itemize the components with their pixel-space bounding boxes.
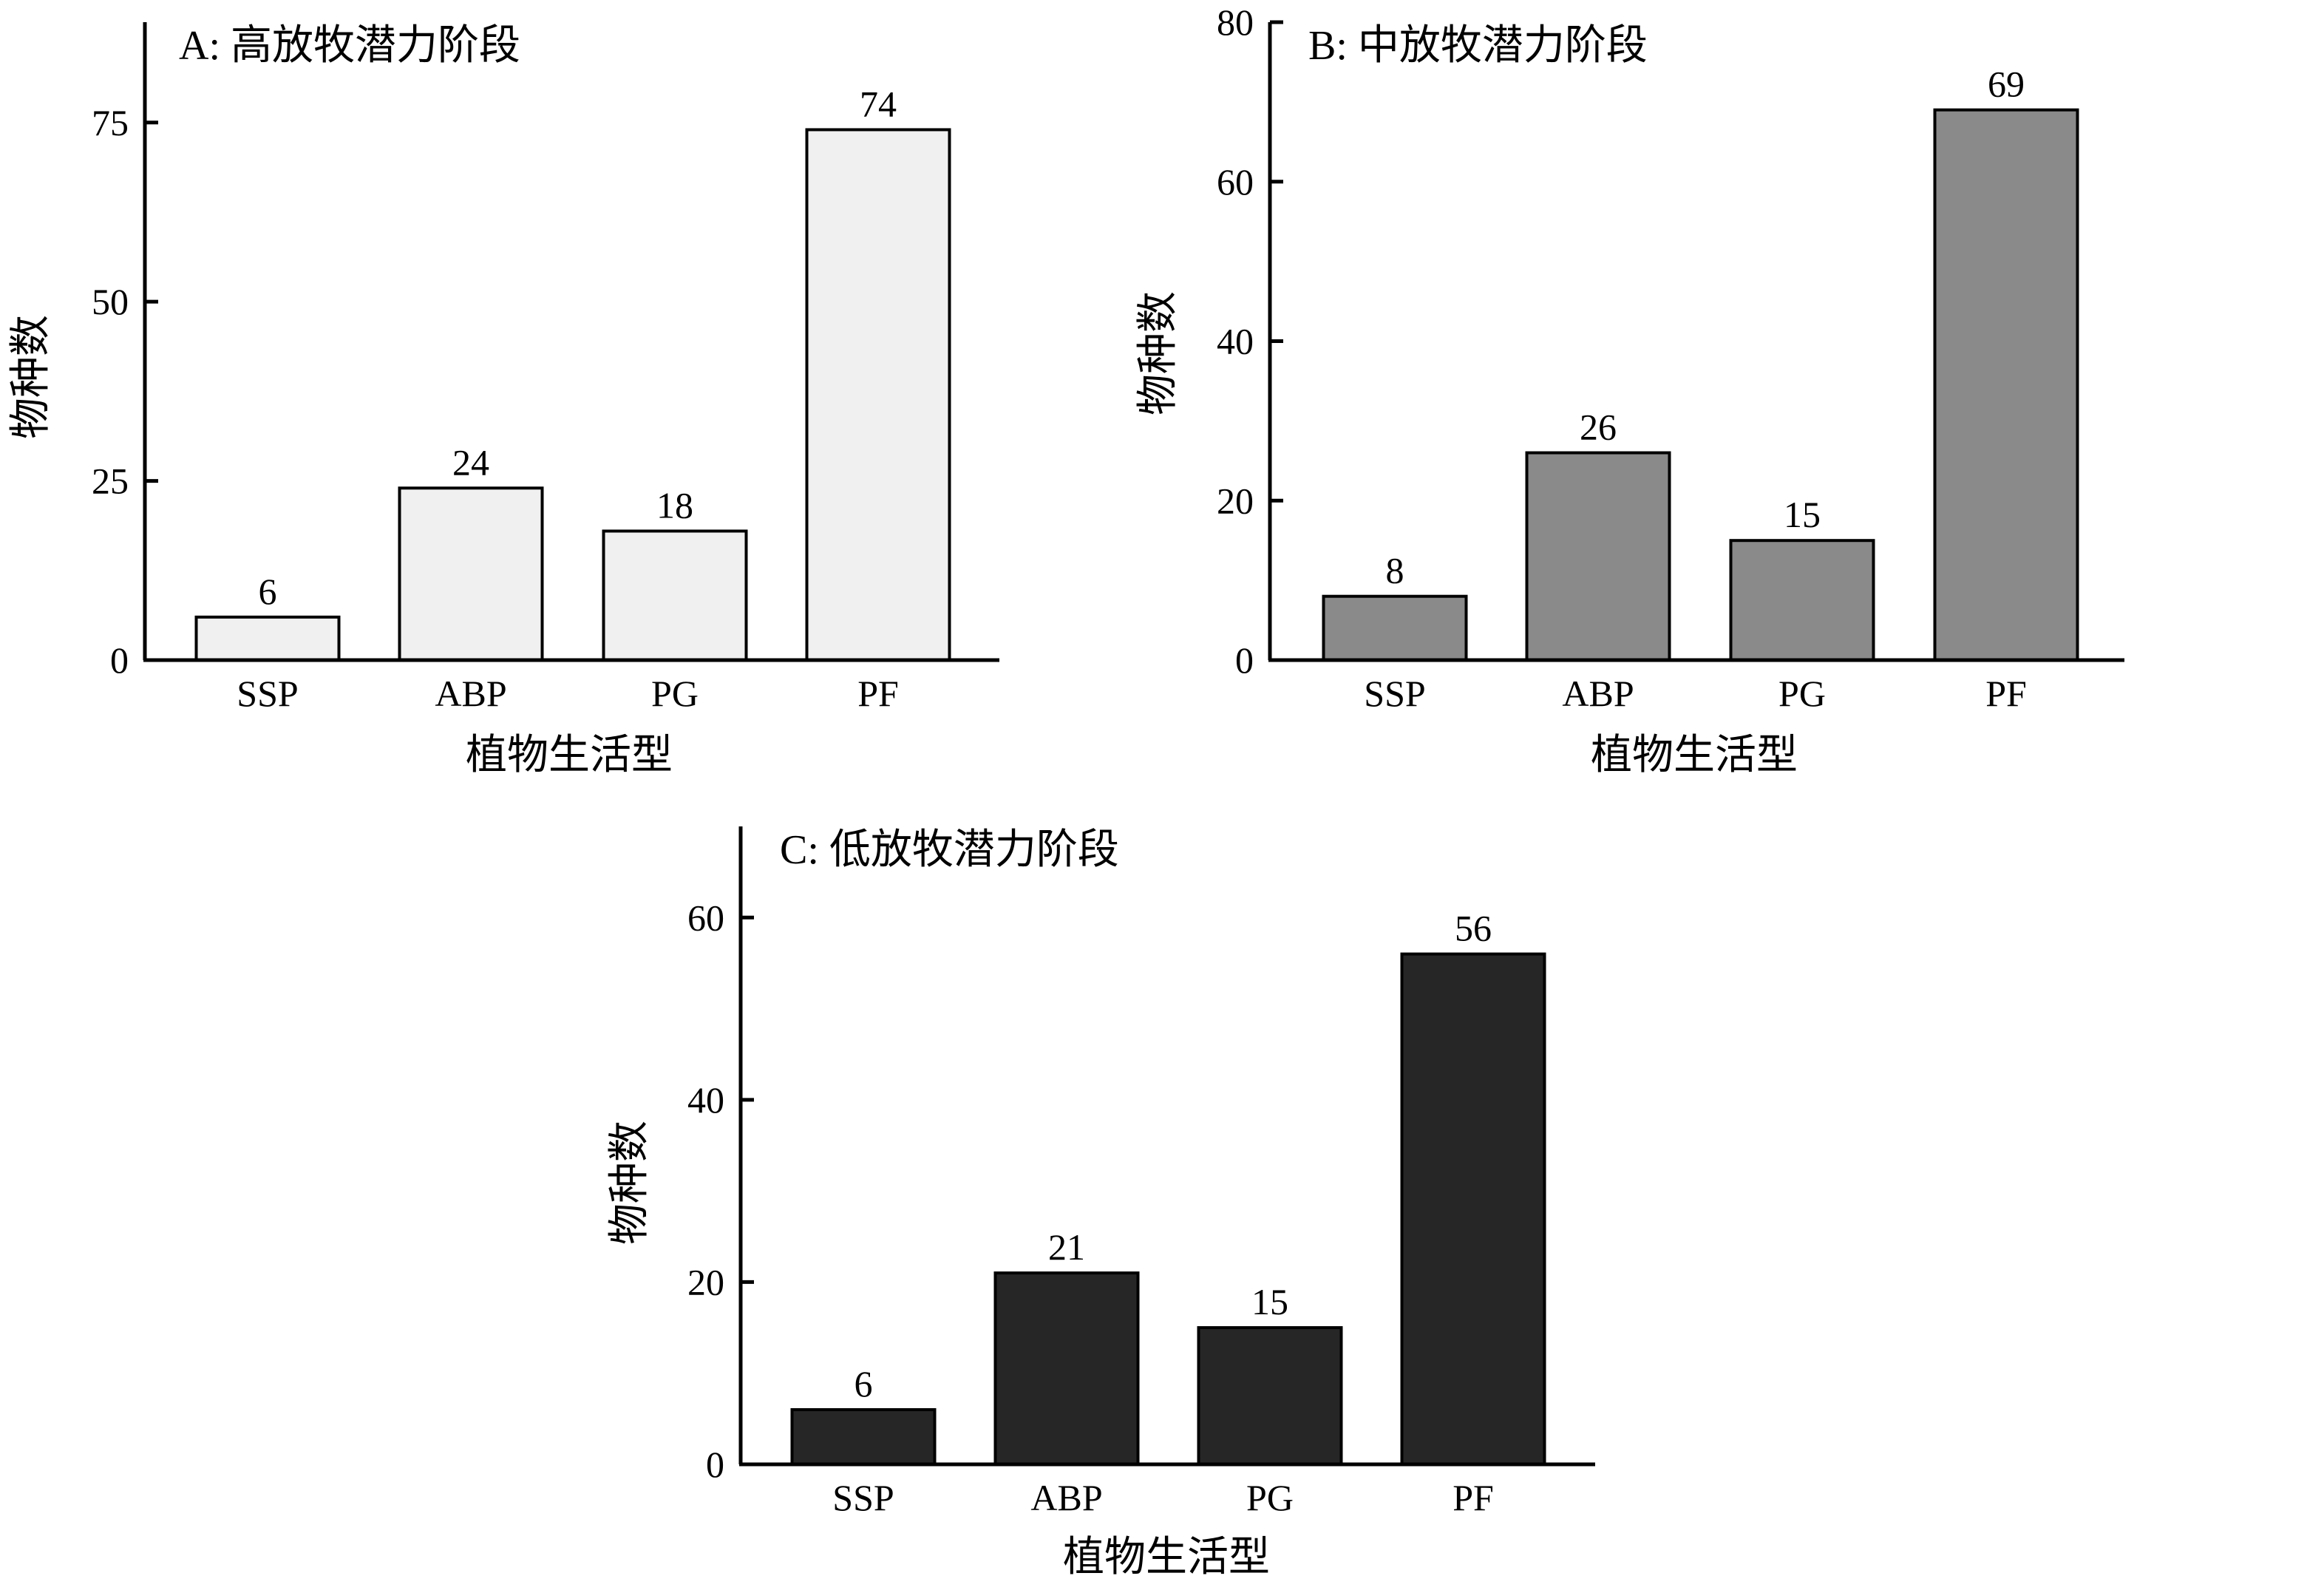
panel-a-y-axis-title: 物种数 [8,315,54,439]
panel-a-bar-pg [602,529,748,662]
panel-b: 8 SSP 26 ABP 15 PG 69 PF 0 20 40 60 80 B: 中放牧潜力阶段植物生活… [1135,1,2124,778]
panel-c-bar-ssp [790,1408,937,1466]
panel-b-y-tick-label-20: 20 [1217,480,1254,521]
panel-b-title: B: 中放牧潜力阶段 [1308,23,1648,69]
panel-b-y-tick-label-40: 40 [1217,321,1254,362]
panel-a-bar-abp [398,486,544,662]
panel-c-x-tick-label-pg: PG [1246,1477,1294,1518]
panel-a-data-label-ssp: 6 [259,571,277,612]
panel-a-x-tick-label-pf: PF [857,673,899,714]
panel-b-bar-pf [1933,108,2079,662]
panel-c-x-tick-label-ssp: SSP [832,1477,894,1518]
panel-b-bar-pg [1729,539,1875,662]
panel-b-bar-ssp [1322,594,1468,662]
panel-a-bar-ssp [194,615,341,662]
panel-c-y-tick-label-0: 0 [706,1444,724,1485]
panel-c-bar-pf [1400,952,1546,1466]
panel-c-y-tick-label-60: 60 [687,897,724,938]
panel-a-y-tick-label-25: 25 [92,461,129,502]
panel-b-data-label-pg: 15 [1784,494,1821,535]
panel-a-y-tick-label-75: 75 [92,102,129,143]
panel-c-x-tick-label-abp: ABP [1030,1477,1102,1518]
panel-c-data-label-pg: 15 [1251,1281,1288,1322]
panel-b-y-axis-title: 物种数 [1135,291,1181,415]
panel-b-y-tick-label-60: 60 [1217,161,1254,203]
panel-a-data-label-abp: 24 [452,441,489,483]
panel-c-y-tick-label-40: 40 [687,1079,724,1121]
panel-a-bar-pf [805,128,951,662]
panel-a-data-label-pg: 18 [656,484,693,526]
panel-b-data-label-ssp: 8 [1386,550,1404,591]
panel-b-data-label-abp: 26 [1580,407,1617,448]
panel-a-x-tick-label-abp: ABP [435,673,506,714]
panel-a-x-tick-label-ssp: SSP [237,673,298,714]
panel-b-bar-abp [1525,451,1671,662]
panel-b-x-tick-label-ssp: SSP [1364,673,1425,714]
panel-a-y-tick-label-0: 0 [110,639,129,681]
panel-c-bar-abp [993,1271,1140,1466]
panel-b-data-label-pf: 69 [1988,64,2025,105]
panel-c-data-label-ssp: 6 [854,1363,873,1404]
panel-b-x-tick-label-pf: PF [1985,673,2027,714]
panel-c-x-tick-label-pf: PF [1452,1477,1494,1518]
panel-b-y-tick-label-80: 80 [1217,1,1254,43]
panel-b-x-tick-label-pg: PG [1778,673,1826,714]
panel-a-data-label-pf: 74 [860,83,897,124]
panel-b-x-axis-title: 植物生活型 [1591,733,1798,778]
panel-c-x-axis-title: 植物生活型 [1063,1535,1270,1580]
panel-a-y-tick-label-50: 50 [92,281,129,322]
panel-c-y-tick-label-20: 20 [687,1261,724,1302]
panel-b-x-tick-label-abp: ABP [1562,673,1634,714]
panel-c-data-label-abp: 21 [1048,1226,1085,1268]
panel-c-title: C: 低放牧潜力阶段 [780,827,1119,873]
panel-a-x-tick-label-pg: PG [651,673,699,714]
panel-c-data-label-pf: 56 [1455,908,1492,949]
panel-c-y-axis-title: 物种数 [607,1121,653,1245]
panel-a-title: A: 高放牧潜力阶段 [179,23,520,69]
panel-a-x-axis-title: 植物生活型 [466,733,673,778]
panel-c-bar-pg [1197,1326,1343,1466]
panel-b-y-tick-label-0: 0 [1235,639,1254,681]
